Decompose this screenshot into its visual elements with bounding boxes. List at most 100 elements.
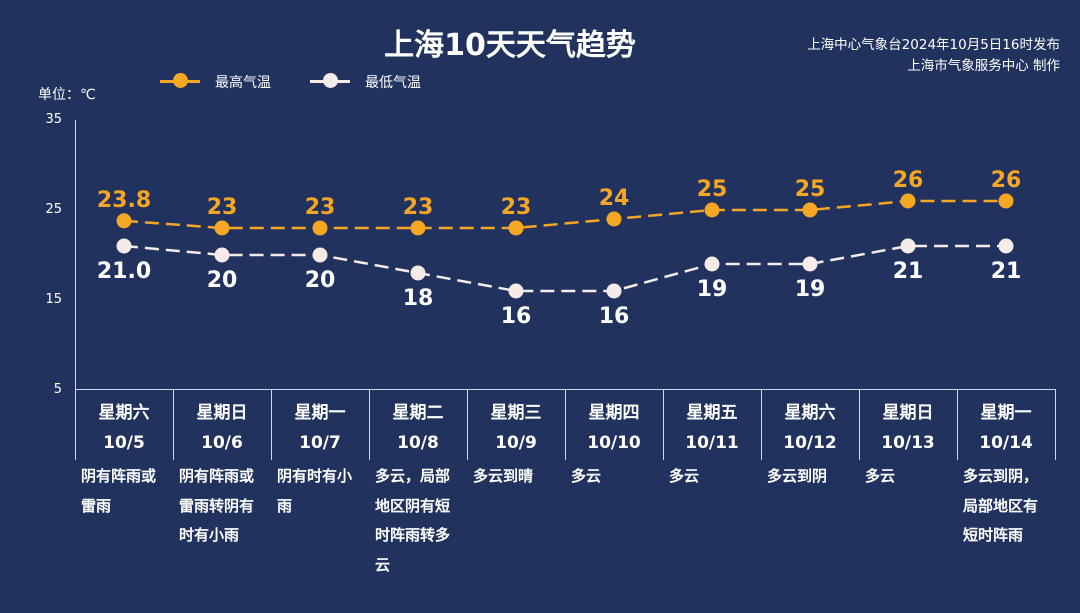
weather-description-line: 多云 — [669, 467, 700, 485]
day-header: 星期一 10/14 — [957, 398, 1055, 458]
high-temp-label: 23 — [403, 195, 434, 220]
y-tick-label: 25 — [45, 202, 62, 217]
low-temp-point — [900, 238, 916, 254]
column-separator — [957, 390, 958, 460]
low-temp-point — [704, 256, 720, 272]
weekday-label: 星期二 — [392, 403, 444, 423]
source-line-issuer: 上海中心气象台2024年10月5日16时发布 — [807, 37, 1060, 53]
high-temp-point — [410, 220, 426, 236]
day-header: 星期四 10/10 — [565, 398, 663, 458]
weather-description-line: 多云 — [571, 467, 602, 485]
low-temp-point — [508, 283, 524, 299]
weekday-label: 星期五 — [686, 403, 738, 423]
weather-description: 阴有阵雨或雷雨转阴有时有小雨 — [179, 462, 271, 551]
high-temp-label: 25 — [697, 177, 728, 202]
day-header: 星期六 10/12 — [761, 398, 859, 458]
weather-description-line: 多云到晴 — [473, 467, 534, 485]
column-separator — [369, 390, 370, 460]
column-separator — [75, 390, 76, 460]
y-tick-label: 35 — [45, 112, 62, 127]
day-header: 星期六 10/5 — [75, 398, 173, 458]
high-temp-label: 26 — [893, 168, 924, 193]
weather-description-line: 短时阵雨 — [963, 526, 1024, 544]
weekday-label: 星期一 — [980, 403, 1032, 423]
weekday-label: 星期一 — [294, 403, 346, 423]
date-label: 10/8 — [397, 433, 439, 453]
column-separator — [859, 390, 860, 460]
legend-high-marker — [173, 73, 188, 88]
weather-description-line: 多云到阴 — [767, 467, 828, 485]
date-label: 10/14 — [979, 433, 1033, 453]
date-label: 10/10 — [587, 433, 641, 453]
weather-description-line: 局部地区有 — [963, 496, 1039, 515]
day-header: 星期日 10/6 — [173, 398, 271, 458]
weather-description: 阴有阵雨或 雷雨 — [81, 462, 173, 521]
legend-high-label: 最高气温 — [215, 75, 271, 91]
high-temp-point — [116, 213, 132, 229]
low-temp-label: 21.0 — [97, 259, 151, 284]
day-header: 星期日 10/13 — [859, 398, 957, 458]
legend-low-marker — [323, 73, 338, 88]
column-separator — [565, 390, 566, 460]
date-label: 10/12 — [783, 433, 837, 453]
day-header: 星期三 10/9 — [467, 398, 565, 458]
date-label: 10/13 — [881, 433, 935, 453]
weather-description: 多云 — [865, 462, 957, 492]
high-temp-line — [123, 199, 1006, 230]
y-tick-label: 5 — [53, 382, 62, 397]
weather-description-line: 时阵雨转多 — [375, 526, 451, 544]
low-temp-label: 20 — [305, 268, 336, 293]
weather-description-line: 多云到阴， — [963, 467, 1039, 485]
column-separator — [663, 390, 664, 460]
high-temp-point — [508, 220, 524, 236]
low-temp-line — [123, 244, 1006, 293]
high-temp-point — [704, 202, 720, 218]
high-temp-point — [802, 202, 818, 218]
high-temp-label: 23.8 — [97, 188, 151, 213]
y-axis-line — [75, 120, 76, 390]
low-temp-point — [410, 265, 426, 281]
weather-description-line: 雷雨 — [81, 496, 112, 515]
weather-description: 多云，局部 地区阴有短 时阵雨转多云 — [375, 462, 467, 580]
weather-description-line: 雨 — [277, 496, 293, 515]
low-temp-point — [312, 247, 328, 263]
y-axis-unit-label: 单位：℃ — [38, 87, 96, 103]
low-temp-label: 16 — [501, 304, 532, 329]
day-header: 星期五 10/11 — [663, 398, 761, 458]
weekday-label: 星期四 — [588, 403, 640, 423]
high-temp-label: 25 — [795, 177, 826, 202]
source-info: 上海中心气象台2024年10月5日16时发布 上海市气象服务中心 制作 — [807, 35, 1060, 77]
low-temp-point — [606, 283, 622, 299]
low-temp-label: 21 — [893, 259, 924, 284]
high-temp-label: 23 — [305, 195, 336, 220]
weather-description-line: 阴有阵雨或 — [81, 467, 157, 485]
legend-low-label: 最低气温 — [365, 75, 421, 91]
low-temp-point — [802, 256, 818, 272]
column-separator — [173, 390, 174, 460]
weather-description-line: 云 — [375, 555, 391, 574]
low-temp-label: 19 — [697, 277, 728, 302]
low-temp-label: 18 — [403, 286, 434, 311]
day-header: 星期二 10/8 — [369, 398, 467, 458]
weather-description-line: 时有小雨 — [179, 526, 240, 544]
low-temp-label: 20 — [207, 268, 238, 293]
source-line-maker: 上海市气象服务中心 制作 — [907, 58, 1060, 74]
date-label: 10/11 — [685, 433, 739, 453]
high-temp-point — [606, 211, 622, 227]
high-temp-label: 26 — [991, 168, 1022, 193]
weather-description-line: 阴有阵雨或 — [179, 467, 255, 485]
weather-description: 多云 — [669, 462, 761, 492]
weather-description-line: 地区阴有短 — [375, 496, 451, 515]
y-tick-label: 15 — [45, 292, 62, 307]
date-label: 10/9 — [495, 433, 537, 453]
high-temp-label: 24 — [599, 186, 630, 211]
day-header: 星期一 10/7 — [271, 398, 369, 458]
weather-description-line: 雷雨转阴有 — [179, 496, 255, 515]
weekday-label: 星期日 — [196, 403, 248, 423]
chart-title: 上海10天天气趋势 — [384, 28, 636, 63]
low-temp-point — [998, 238, 1014, 254]
weather-description-line: 多云 — [865, 467, 896, 485]
high-temp-point — [998, 193, 1014, 209]
date-label: 10/5 — [103, 433, 145, 453]
